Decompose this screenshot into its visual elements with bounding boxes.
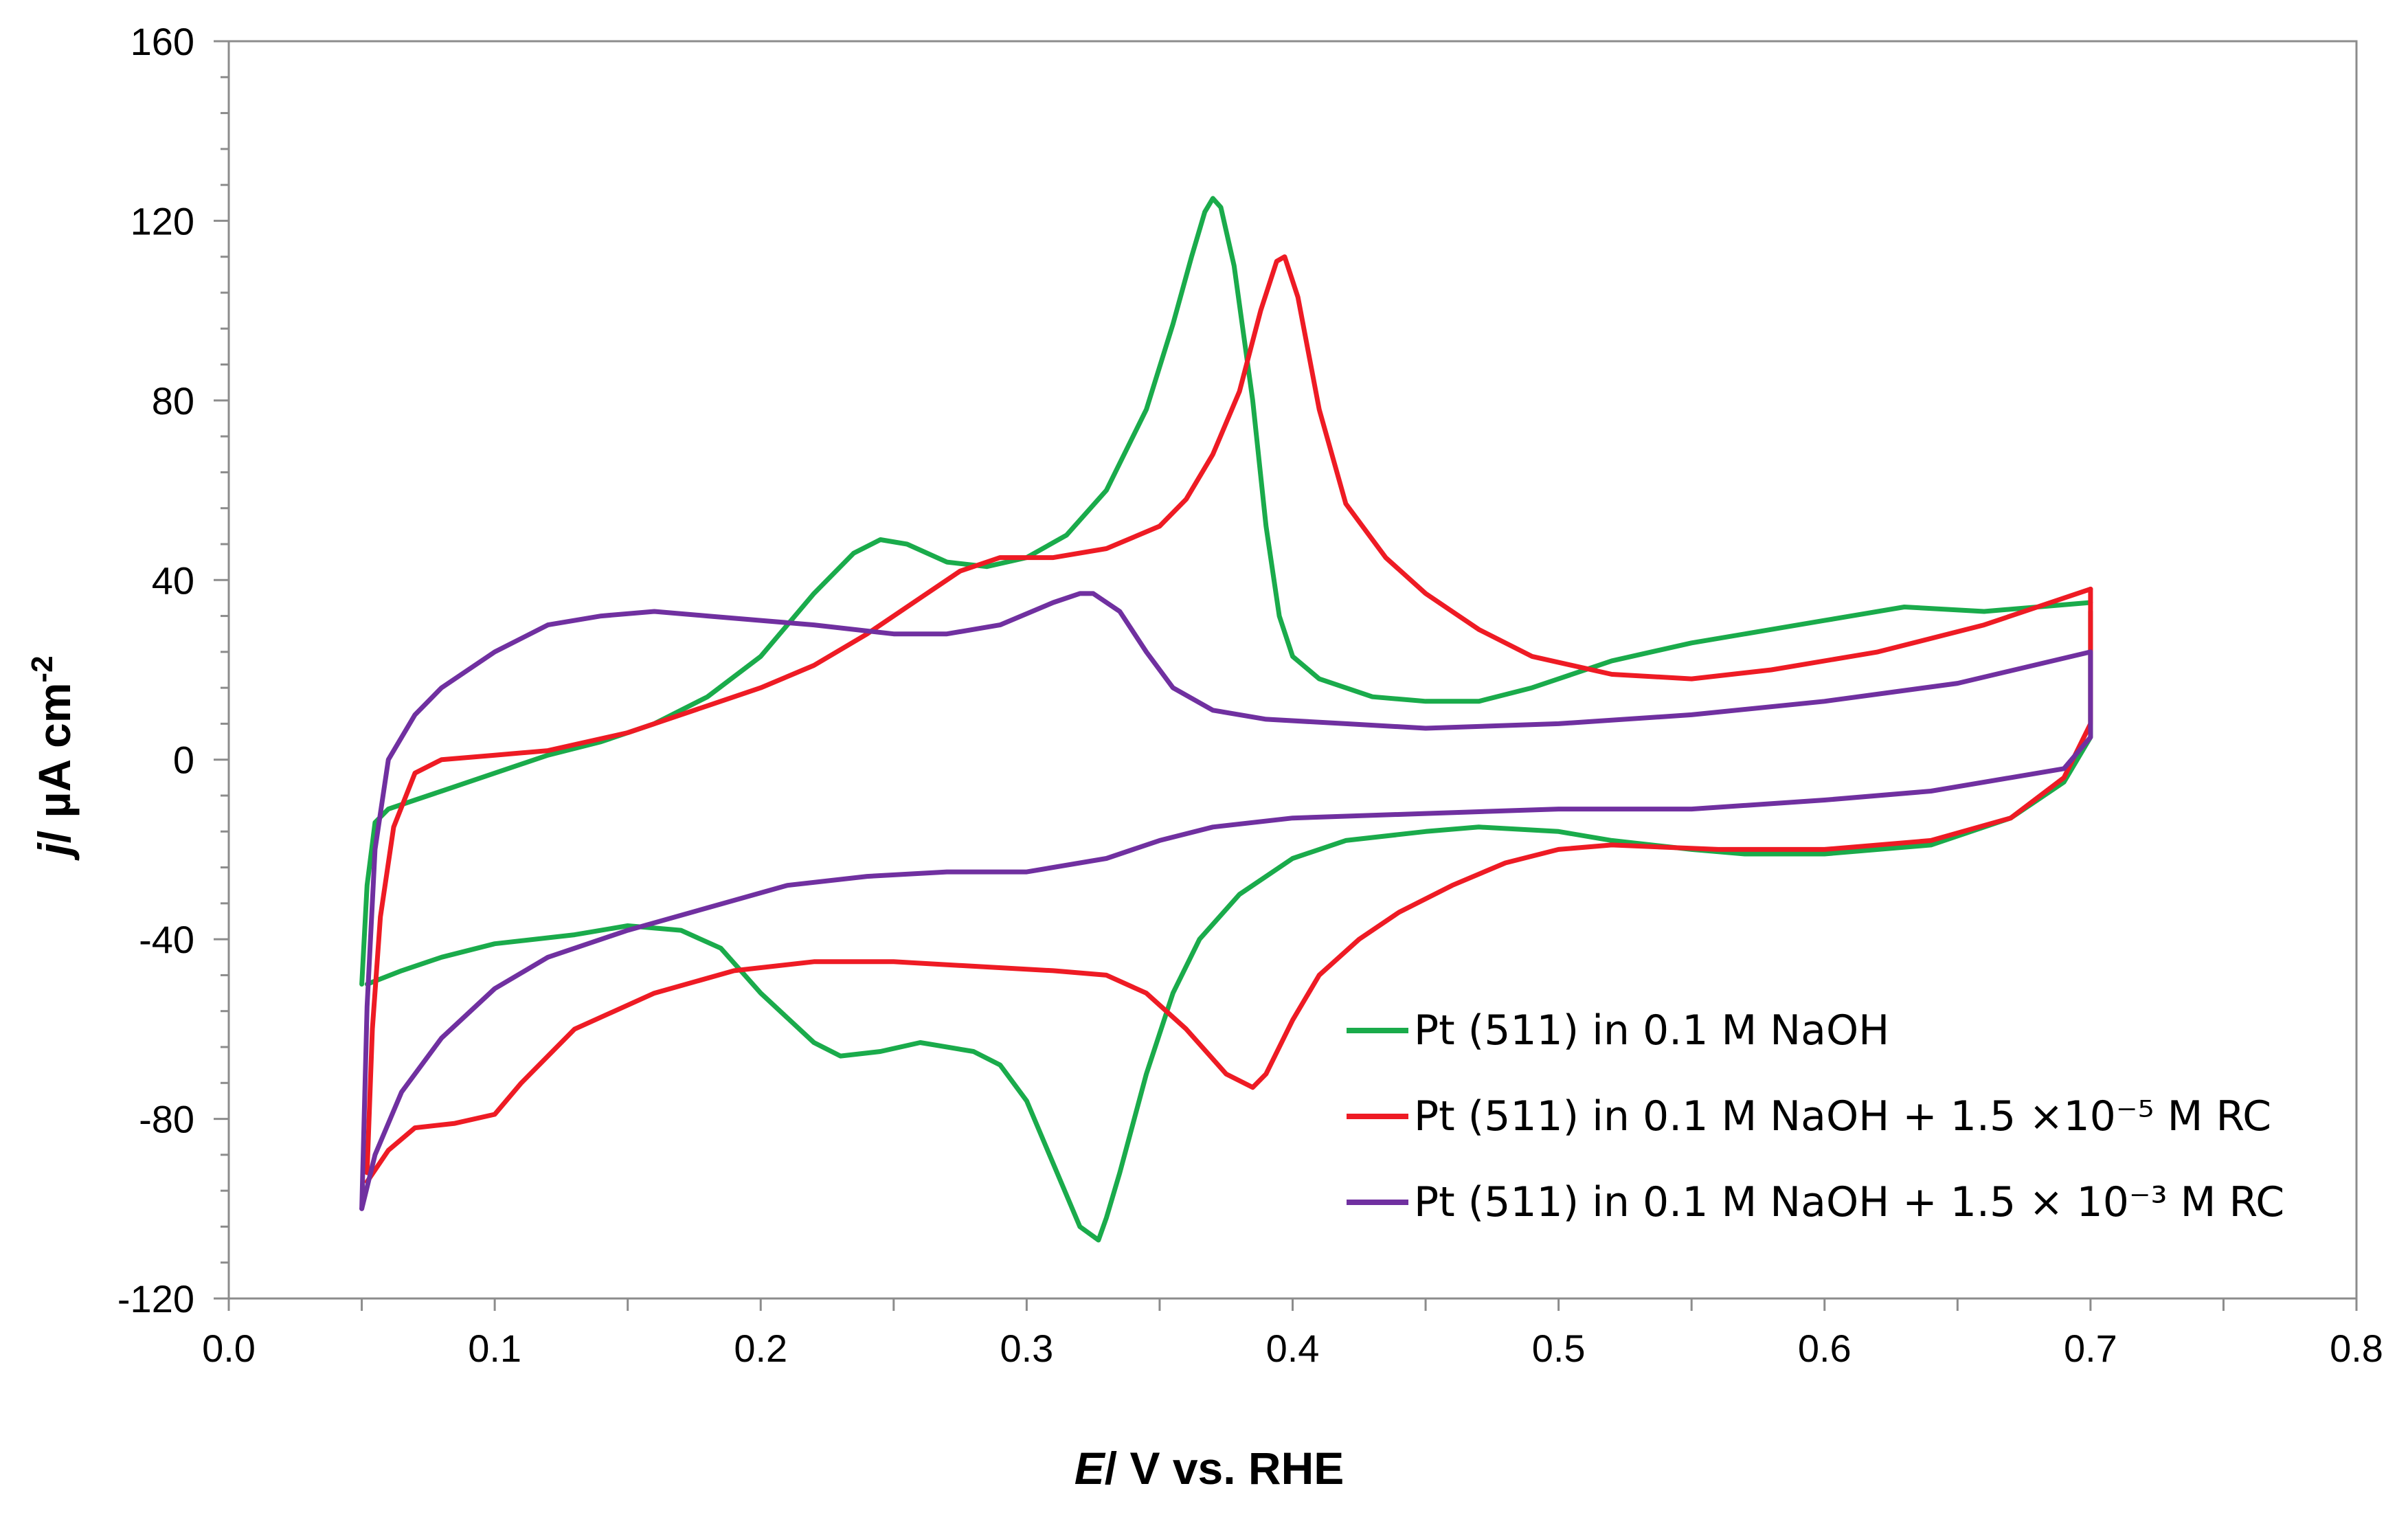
series-1-cathodic-line <box>364 609 2093 1243</box>
series-1-anodic-line <box>359 196 2093 987</box>
series-2-anodic-line <box>364 254 2093 1175</box>
y-tick-label: -80 <box>139 1098 194 1141</box>
x-tick-label: 0.0 <box>202 1327 256 1370</box>
legend-label-3: Pt (511) in 0.1 M NaOH + 1.5 × 10⁻³ M RC <box>1414 1178 2284 1226</box>
x-tick-label: 0.1 <box>468 1327 521 1370</box>
series-2-cathodic-line <box>364 586 2093 1184</box>
y-tick-label: 0 <box>173 739 194 782</box>
series-lines <box>359 196 2093 1243</box>
y-axis-label-sup: -2 <box>25 655 59 682</box>
y-tick-label: 160 <box>131 20 194 63</box>
x-tick-label: 0.5 <box>1532 1327 1586 1370</box>
x-tick-label: 0.4 <box>1266 1327 1320 1370</box>
x-axis-label-rest: / V vs. RHE <box>1105 1443 1344 1494</box>
y-tick-label: -40 <box>139 918 194 961</box>
x-tick-label: 0.2 <box>734 1327 787 1370</box>
y-tick-label: 120 <box>131 199 194 243</box>
y-tick-label: 80 <box>152 379 194 423</box>
series-3-cathodic-line <box>359 649 2093 1211</box>
axes: 0.0 0.1 0.2 0.3 0.4 0.5 0.6 0.7 0.8 160 120 80 40 0 -4… <box>117 20 2383 1370</box>
y-tick-label: 40 <box>152 559 194 602</box>
x-axis-label-italic: E <box>1074 1443 1106 1494</box>
x-tick-label: 0.6 <box>1798 1327 1852 1370</box>
x-tick-label: 0.8 <box>2330 1327 2383 1370</box>
series-3-anodic-line <box>359 591 2093 1211</box>
x-tick-label: 0.3 <box>1000 1327 1053 1370</box>
legend-label-1: Pt (511) in 0.1 M NaOH <box>1414 1006 1889 1055</box>
legend-label-2: Pt (511) in 0.1 M NaOH + 1.5 ×10⁻⁵ M RC <box>1414 1092 2271 1140</box>
x-axis-label: E/ V vs. RHE <box>1074 1443 1344 1494</box>
y-axis-label-rest: / µA cm <box>29 683 80 844</box>
legend: Pt (511) in 0.1 M NaOH Pt (511) in 0.1 M … <box>1347 1006 2284 1226</box>
y-axis-label: j/ µA cm-2 <box>25 655 80 861</box>
y-tick-label: -120 <box>117 1277 194 1320</box>
x-tick-label: 0.7 <box>2064 1327 2117 1370</box>
y-axis-label-italic: j <box>29 842 80 862</box>
